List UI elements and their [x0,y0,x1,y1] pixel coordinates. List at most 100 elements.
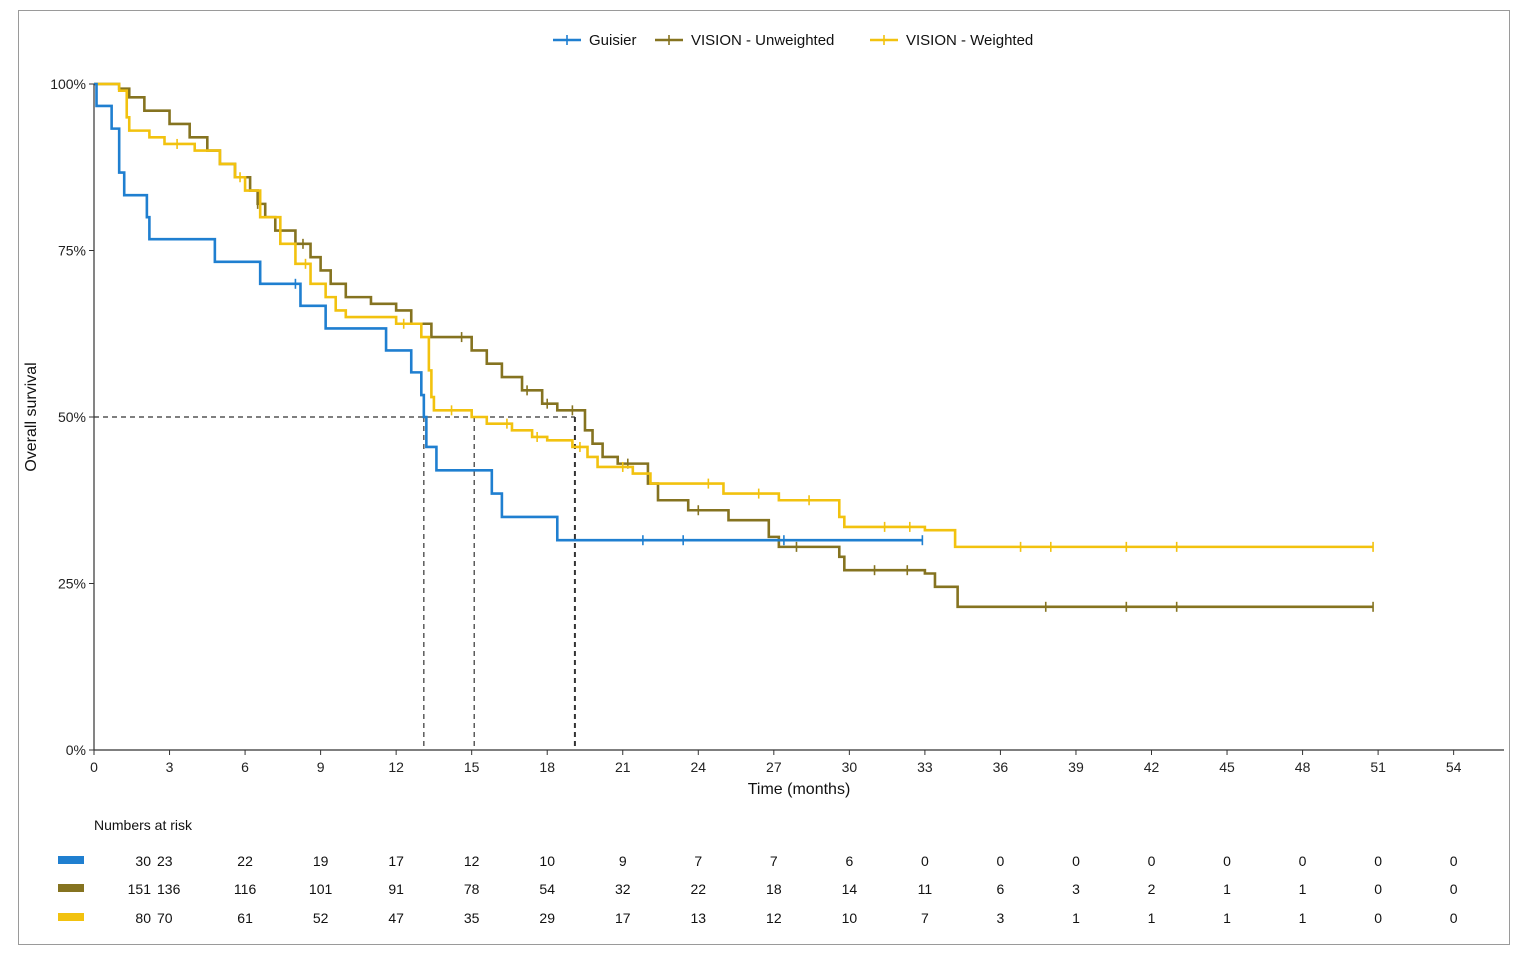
risk-value: 70 [157,910,173,926]
legend-label: VISION - Weighted [906,32,1033,49]
risk-value: 17 [388,853,404,869]
risk-row: 80 70 61 52 47 35 29 17 13 12 10 7 3 1 1 1 1 0 0 [58,910,1458,926]
risk-row: 151 136 116 101 91 78 54 32 22 18 14 11 6 3 2 1 1 0 0 [58,881,1458,897]
risk-value: 12 [766,910,782,926]
series-vision-weighted [94,82,1374,552]
series-vision-unweighted [94,82,1374,612]
x-tick: 54 [1446,750,1462,775]
risk-row: 30 23 22 19 17 12 10 9 7 7 6 0 0 0 0 0 0 0 0 [58,853,1458,869]
risk-value: 1 [1223,881,1231,897]
x-tick: 0 [90,750,98,775]
risk-table-title: Numbers at risk [94,817,193,833]
x-tick-label: 33 [917,759,933,775]
x-tick-label: 45 [1219,759,1235,775]
x-tick: 21 [615,750,631,775]
risk-value: 13 [690,910,706,926]
risk-value: 0 [1374,853,1382,869]
legend-label: VISION - Unweighted [691,32,834,49]
survival-curve [94,82,1374,609]
x-tick: 48 [1295,750,1311,775]
y-tick: 75% [58,243,94,259]
median-guides [94,416,576,750]
y-tick-label: 50% [58,409,86,425]
risk-value: 22 [237,853,253,869]
risk-value: 0 [1148,853,1156,869]
x-tick-label: 27 [766,759,782,775]
figure-frame [18,10,1510,945]
risk-value: 80 [135,910,151,926]
risk-value: 47 [388,910,404,926]
risk-value: 6 [845,853,853,869]
risk-value: 0 [1072,853,1080,869]
risk-value: 1 [1299,910,1307,926]
risk-value: 78 [464,881,480,897]
risk-value: 136 [157,881,181,897]
y-tick-label: 75% [58,243,86,259]
y-axis-title: Overall survival [23,362,40,471]
risk-value: 19 [313,853,329,869]
risk-value: 1 [1299,881,1307,897]
x-tick: 12 [388,750,404,775]
x-tick-label: 42 [1144,759,1160,775]
x-tick-label: 12 [388,759,404,775]
survival-curve [94,82,923,542]
risk-value: 7 [694,853,702,869]
risk-value: 7 [921,910,929,926]
risk-value: 29 [539,910,555,926]
legend: Guisier VISION - Unweighted VISION - Weigh… [553,32,1033,49]
x-tick-label: 0 [90,759,98,775]
x-tick: 18 [539,750,555,775]
x-tick: 42 [1144,750,1160,775]
risk-value: 0 [1299,853,1307,869]
x-tick: 24 [690,750,706,775]
risk-row-swatch [58,856,84,864]
risk-value: 1 [1223,910,1231,926]
x-tick: 51 [1370,750,1386,775]
risk-value: 30 [135,853,151,869]
x-tick: 33 [917,750,933,775]
x-tick-label: 9 [317,759,325,775]
x-tick: 45 [1219,750,1235,775]
x-tick-label: 48 [1295,759,1311,775]
x-tick: 3 [166,750,174,775]
risk-value: 54 [539,881,555,897]
risk-value: 12 [464,853,480,869]
risk-value: 0 [1450,853,1458,869]
legend-item: Guisier [553,32,637,49]
risk-value: 3 [997,910,1005,926]
y-tick-label: 25% [58,576,86,592]
risk-value: 151 [128,881,152,897]
x-tick-label: 54 [1446,759,1462,775]
y-tick-label: 0% [66,742,86,758]
risk-value: 6 [997,881,1005,897]
x-tick: 39 [1068,750,1084,775]
risk-value: 0 [1374,910,1382,926]
risk-value: 32 [615,881,631,897]
risk-value: 35 [464,910,480,926]
y-tick-label: 100% [50,76,86,92]
risk-value: 23 [157,853,173,869]
x-tick-label: 30 [842,759,858,775]
y-tick: 25% [58,576,94,592]
risk-value: 91 [388,881,404,897]
risk-row-swatch [58,913,84,921]
legend-item: VISION - Weighted [870,32,1033,49]
risk-value: 116 [234,881,257,897]
risk-value: 14 [842,881,858,897]
x-tick-label: 6 [241,759,249,775]
legend-label: Guisier [589,32,637,49]
axes: 0 3 6 9 12 15 18 21 24 27 30 33 36 39 42 45 48 51 540%25%5… [50,76,1504,775]
risk-value: 1 [1148,910,1156,926]
y-tick: 50% [58,409,94,425]
risk-value: 61 [237,910,253,926]
x-tick: 30 [842,750,858,775]
risk-value: 3 [1072,881,1080,897]
x-tick-label: 15 [464,759,480,775]
x-axis-title: Time (months) [748,781,851,798]
x-tick: 36 [993,750,1008,775]
risk-value: 0 [1223,853,1231,869]
risk-value: 9 [619,853,627,869]
risk-value: 10 [842,910,858,926]
x-tick: 9 [317,750,325,775]
